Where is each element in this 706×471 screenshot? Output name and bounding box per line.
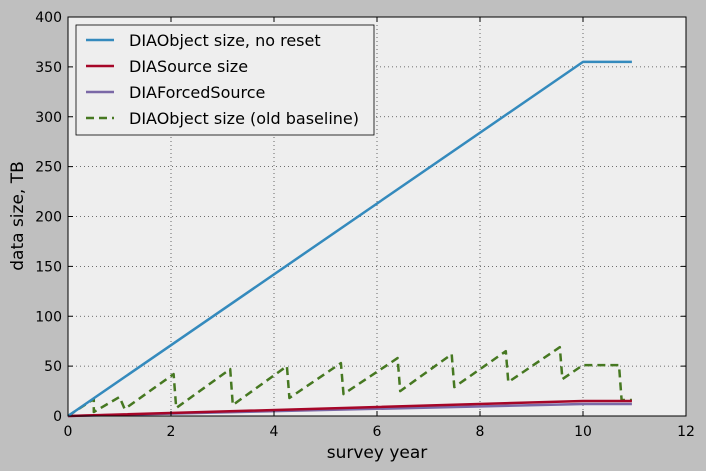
y-tick-label: 50 [44, 359, 62, 375]
ticks: 0 2 4 6 8 10 12 0 50 100 150 200 250 300 350 400 [35, 10, 695, 440]
x-tick-label: 10 [574, 424, 592, 440]
series-line [67, 345, 632, 418]
x-tick-label: 2 [167, 424, 176, 440]
y-tick-label: 250 [35, 160, 62, 176]
y-tick-label: 300 [35, 110, 62, 126]
x-tick-label: 4 [270, 424, 279, 440]
y-tick-label: 400 [35, 10, 62, 26]
y-tick-label: 350 [35, 60, 62, 76]
legend-box [75, 24, 375, 136]
x-axis-label: survey year [327, 443, 428, 463]
x-tick-label: 0 [64, 424, 73, 440]
legend-label: DIAObject size, no reset [129, 31, 321, 50]
y-axis-label: data size, TB [8, 161, 28, 271]
x-tick-label: 8 [476, 424, 485, 440]
y-tick-label: 100 [35, 309, 62, 325]
legend-label: DIAForcedSource [129, 83, 265, 102]
series-line [67, 399, 632, 418]
legend: DIAObject size, no reset DIASource size DI… [75, 24, 375, 136]
series-layer [67, 60, 632, 418]
y-tick-label: 200 [35, 210, 62, 226]
x-tick-label: 6 [373, 424, 382, 440]
legend-label: DIASource size [129, 57, 248, 76]
legend-label: DIAObject size (old baseline) [129, 109, 359, 128]
y-tick-label: 150 [35, 259, 62, 275]
x-tick-label: 12 [677, 424, 695, 440]
y-tick-label: 0 [53, 409, 62, 425]
grid [68, 17, 686, 416]
series-line [67, 60, 632, 418]
